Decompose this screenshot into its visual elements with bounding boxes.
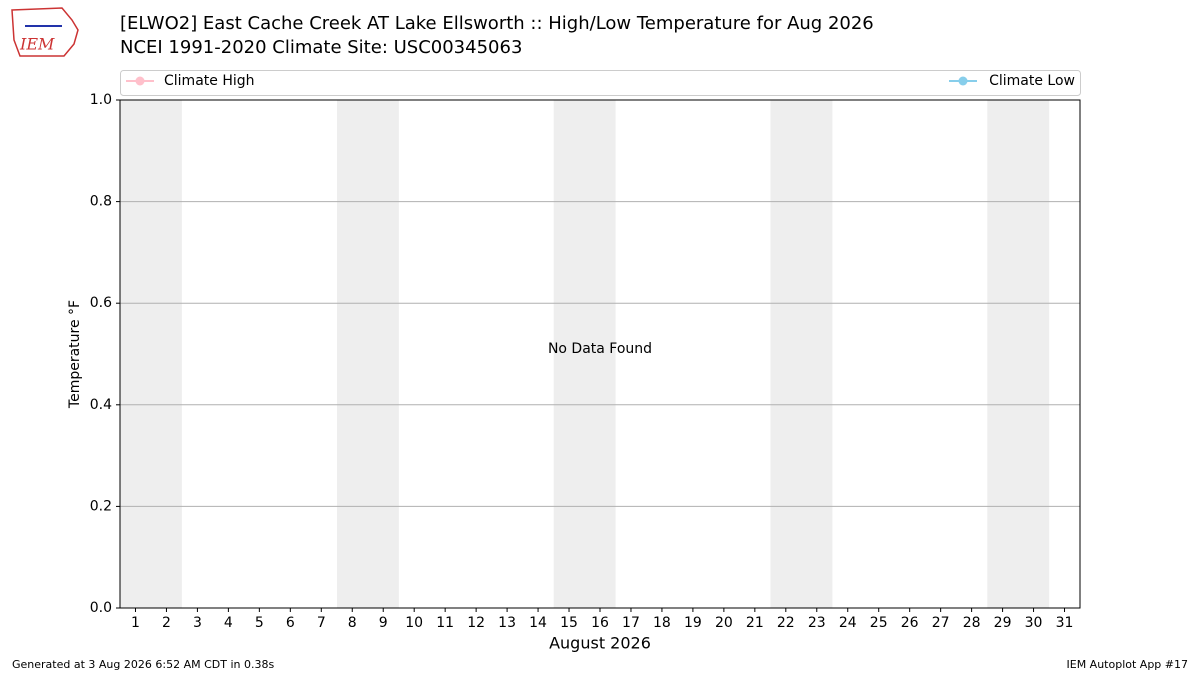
chart-title: [ELWO2] East Cache Creek AT Lake Ellswor… xyxy=(120,13,874,34)
logo-outline xyxy=(11,7,79,57)
x-tick-label: 23 xyxy=(808,615,826,631)
weekend-shading xyxy=(120,100,1050,608)
y-tick-label: 1.0 xyxy=(90,92,112,108)
x-tick-label: 17 xyxy=(622,615,640,631)
x-tick-label: 4 xyxy=(224,615,233,631)
weekend-band xyxy=(987,100,1050,608)
x-tick-label: 21 xyxy=(746,615,764,631)
x-tick-label: 3 xyxy=(193,615,202,631)
logo: IEM xyxy=(11,7,79,57)
annotation: No Data Found xyxy=(548,341,652,357)
chart-subtitle: NCEI 1991-2020 Climate Site: USC00345063 xyxy=(120,37,522,58)
x-tick-label: 28 xyxy=(963,615,981,631)
y-tick-label: 0.8 xyxy=(90,194,112,210)
x-tick-label: 15 xyxy=(560,615,578,631)
legend-marker xyxy=(958,76,968,86)
x-tick-label: 11 xyxy=(436,615,454,631)
y-tick-label: 0.4 xyxy=(90,397,112,413)
footer-left: Generated at 3 Aug 2026 6:52 AM CDT in 0… xyxy=(12,658,274,671)
x-tick-label: 19 xyxy=(684,615,702,631)
x-tick-label: 7 xyxy=(317,615,326,631)
x-tick-label: 10 xyxy=(405,615,423,631)
logo-text: IEM xyxy=(19,35,55,54)
x-tick-label: 5 xyxy=(255,615,264,631)
x-axis-label: August 2026 xyxy=(549,634,651,653)
weekend-band xyxy=(120,100,182,608)
weekend-band xyxy=(337,100,399,608)
legend-label: Climate High xyxy=(164,73,255,89)
y-tick-label: 0.6 xyxy=(90,295,112,311)
x-tick-label: 27 xyxy=(932,615,950,631)
footer-right: IEM Autoplot App #17 xyxy=(1067,658,1189,671)
x-tick-label: 9 xyxy=(379,615,388,631)
x-tick-label: 31 xyxy=(1056,615,1074,631)
x-tick-label: 14 xyxy=(529,615,547,631)
x-tick-label: 1 xyxy=(131,615,140,631)
x-tick-label: 18 xyxy=(653,615,671,631)
x-tick-label: 22 xyxy=(777,615,795,631)
x-tick-label: 6 xyxy=(286,615,295,631)
x-tick-label: 12 xyxy=(467,615,485,631)
x-tick-label: 29 xyxy=(994,615,1012,631)
x-tick-label: 13 xyxy=(498,615,516,631)
x-tick-label: 24 xyxy=(839,615,857,631)
legend-marker xyxy=(135,76,145,86)
x-tick-label: 26 xyxy=(901,615,919,631)
y-tick-label: 0.0 xyxy=(90,600,112,616)
x-tick-label: 16 xyxy=(591,615,609,631)
legend-label: Climate Low xyxy=(989,73,1075,89)
y-tick-label: 0.2 xyxy=(90,498,112,514)
x-tick-label: 25 xyxy=(870,615,888,631)
x-tick-label: 20 xyxy=(715,615,733,631)
weekend-band xyxy=(553,100,616,608)
weekend-band xyxy=(770,100,833,608)
legend-box xyxy=(120,70,1081,96)
x-tick-label: 8 xyxy=(348,615,357,631)
x-tick-label: 30 xyxy=(1025,615,1043,631)
y-axis-label: Temperature °F xyxy=(67,300,83,409)
x-tick-label: 2 xyxy=(162,615,171,631)
